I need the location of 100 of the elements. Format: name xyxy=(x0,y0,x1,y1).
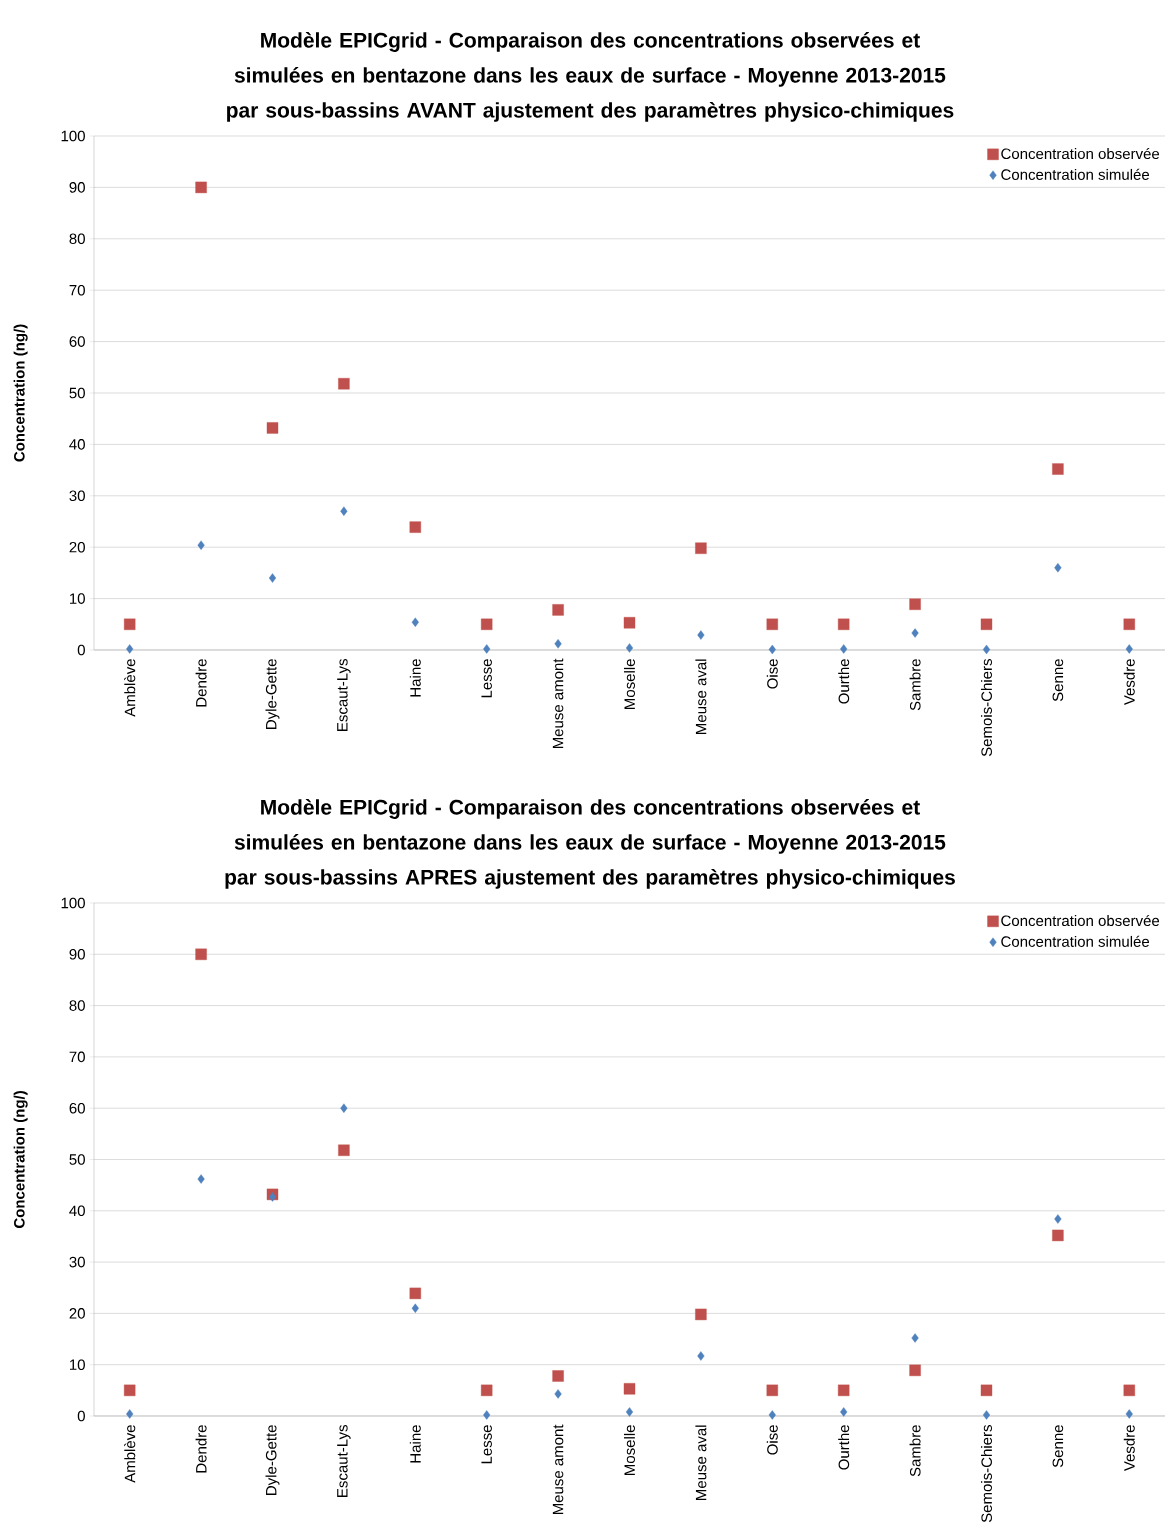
point xyxy=(909,1364,921,1377)
point xyxy=(126,644,134,654)
x-tick-label: Escaut-Lys xyxy=(337,659,351,731)
point xyxy=(195,948,207,960)
point xyxy=(1125,1409,1133,1419)
point xyxy=(625,643,634,653)
point xyxy=(195,181,207,194)
y-tick-label: 60 xyxy=(69,336,85,347)
point xyxy=(909,598,921,610)
point xyxy=(695,1308,707,1321)
y-tick-label: 90 xyxy=(69,948,85,960)
point xyxy=(340,1103,348,1113)
point xyxy=(697,630,705,640)
x-tick-label: Semois-Chiers xyxy=(980,659,992,757)
x-tick-label: Senne xyxy=(1052,1425,1064,1468)
point xyxy=(911,1333,919,1343)
x-tick-label: Haine xyxy=(409,659,421,697)
legend-label: Concentration simulée xyxy=(1001,168,1150,180)
point xyxy=(552,604,564,616)
x-tick-label: Escaut-Lys xyxy=(337,1425,351,1497)
y-tick-label: 100 xyxy=(61,130,85,142)
legend-label: Concentration observée xyxy=(1001,914,1160,927)
point xyxy=(268,573,277,583)
y-tick-label: 70 xyxy=(69,284,85,296)
point xyxy=(1052,1229,1064,1242)
point xyxy=(768,1410,776,1420)
point xyxy=(1123,1384,1135,1397)
point xyxy=(697,1351,705,1361)
x-tick-label: Lesse xyxy=(481,659,492,698)
x-tick-label: Dyle-Gette xyxy=(265,659,280,729)
point xyxy=(554,639,562,649)
legend-label: Concentration observée xyxy=(1001,147,1160,160)
point xyxy=(411,617,419,627)
point xyxy=(982,1410,991,1420)
point xyxy=(980,618,993,630)
point xyxy=(837,1384,850,1397)
y-tick-label: 20 xyxy=(69,1308,85,1319)
point xyxy=(623,1383,636,1395)
y-tick-label: 0 xyxy=(77,644,85,656)
x-tick-label: Haine xyxy=(409,1425,421,1463)
point xyxy=(623,617,636,629)
x-tick-label: Dendre xyxy=(195,1425,207,1473)
point xyxy=(554,1389,562,1399)
point xyxy=(1123,618,1135,630)
x-tick-label: Oise xyxy=(766,1425,778,1455)
y-tick-label: 80 xyxy=(69,1000,85,1011)
legend-label: Concentration simulée xyxy=(1001,935,1150,947)
x-tick-label: Amblève xyxy=(124,1425,136,1483)
y-tick-label: 80 xyxy=(69,233,85,245)
x-tick-label: Vesdre xyxy=(1123,659,1135,706)
x-tick-label: Lesse xyxy=(481,1425,492,1464)
point xyxy=(840,644,848,654)
y-tick-label: 40 xyxy=(69,1205,85,1217)
point xyxy=(483,644,491,654)
x-tick-label: Vesdre xyxy=(1123,1425,1135,1472)
y-tick-label: 60 xyxy=(69,1102,85,1114)
point xyxy=(124,1384,136,1397)
y-tick-label: 70 xyxy=(69,1051,85,1063)
x-tick-label: Meuse amont xyxy=(552,658,564,749)
point xyxy=(338,378,350,390)
point xyxy=(982,644,991,655)
point xyxy=(480,1384,493,1397)
y-tick-label: 0 xyxy=(77,1410,85,1422)
x-tick-label: Sambre xyxy=(909,1425,921,1477)
point xyxy=(411,1303,419,1313)
x-tick-label: Semois-Chiers xyxy=(980,1425,992,1523)
chart-title: Modèle EPICgrid - Comparaison des concentrations observées et simulées en bentazone dans les eaux de surface - Moyenne 2013-2015 par sous-bassins APRES ajustement des paramètres physico-chimiques xyxy=(225,799,955,889)
point xyxy=(911,628,919,638)
y-tick-label: 10 xyxy=(69,593,85,604)
x-tick-label: Oise xyxy=(766,659,778,689)
point xyxy=(338,1144,350,1156)
point xyxy=(340,506,348,516)
point xyxy=(1054,1214,1062,1224)
point xyxy=(1125,644,1133,654)
point xyxy=(409,1287,421,1300)
y-axis-title: Concentration (ng/) xyxy=(13,1091,28,1229)
x-tick-label: Meuse amont xyxy=(552,1424,564,1515)
x-tick-label: Dendre xyxy=(195,659,207,707)
point xyxy=(409,521,421,533)
y-axis-title: Concentration (ng/) xyxy=(13,324,28,462)
point xyxy=(980,1384,993,1397)
point xyxy=(124,618,136,630)
point xyxy=(126,1409,134,1419)
y-tick-label: 90 xyxy=(69,182,85,193)
point xyxy=(837,618,850,630)
point xyxy=(197,540,205,550)
y-tick-label: 50 xyxy=(69,387,85,399)
point xyxy=(768,644,776,655)
y-tick-label: 30 xyxy=(69,1256,85,1268)
x-tick-label: Moselle xyxy=(623,1425,635,1475)
x-tick-label: Dyle-Gette xyxy=(265,1425,280,1495)
x-tick-label: Sambre xyxy=(909,659,921,711)
x-tick-label: Ourthe xyxy=(838,659,850,704)
point xyxy=(552,1370,564,1382)
point xyxy=(766,1384,778,1397)
x-tick-label: Senne xyxy=(1052,659,1064,702)
point xyxy=(766,618,778,630)
chart-title: Modèle EPICgrid - Comparaison des concentrations observées et simulées en bentazone dans les eaux de surface - Moyenne 2013-2015 par sous-bassins AVANT ajustement des paramètres physico-chimiques xyxy=(227,32,954,122)
point xyxy=(483,1410,491,1420)
x-tick-label: Meuse aval xyxy=(695,659,707,734)
